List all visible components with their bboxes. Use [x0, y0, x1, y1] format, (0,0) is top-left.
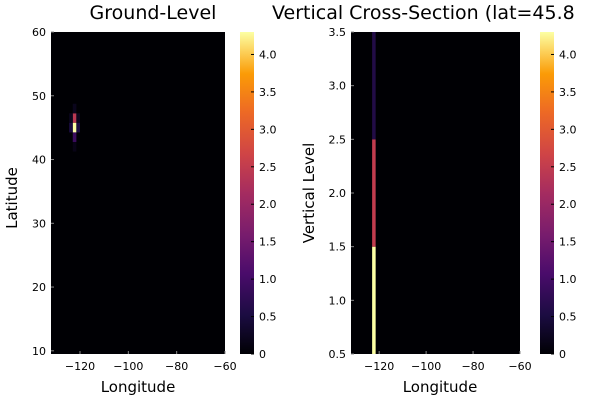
panel-vertical-cross-section: Vertical Cross-Section (lat=45.8 −120 −10…: [272, 2, 577, 396]
colorbar-tick-label: 0.5: [259, 311, 277, 324]
colorbar-tick-label: 1.5: [259, 236, 277, 249]
y-tick-label: 3.0: [329, 80, 347, 93]
y-axis-label: Latitude: [3, 167, 21, 229]
colorbar-tick-label: 2.5: [559, 161, 577, 174]
colorbar-tick-label: 0: [259, 348, 266, 361]
y-tick-label: 3.5: [329, 26, 347, 39]
heatmap-cells: [69, 103, 80, 152]
y-tick-label: 2.0: [329, 187, 347, 200]
colorbar-tick-label: 2.5: [259, 161, 277, 174]
y-tick-label: 50: [32, 90, 46, 103]
y-tick-label: 0.5: [329, 348, 347, 361]
colorbar-tick-label: 1.5: [559, 236, 577, 249]
colorbar-tick-label: 0: [559, 348, 566, 361]
colorbar-ticks: 0 0.5 1.0 1.5 2.0 2.5 3.0 3.5 4.0: [551, 48, 577, 361]
colorbar-tick-label: 2.0: [259, 198, 277, 211]
y-tick-label: 2.5: [329, 133, 347, 146]
y-axis-ticks: 0.5 1.0 1.5 2.0 2.5 3.0 3.5: [329, 26, 354, 361]
plot-area: [351, 32, 520, 354]
y-axis-ticks: 10 20 30 40 50 60: [32, 26, 54, 358]
colorbar-tick-label: 1.0: [259, 273, 277, 286]
colorbar-tick-label: 4.0: [259, 48, 277, 61]
x-axis-label: Longitude: [101, 378, 176, 396]
colorbar-ticks: 0 0.5 1.0 1.5 2.0 2.5 3.0 3.5 4.0: [251, 48, 277, 361]
heatmap-cell: [372, 139, 376, 247]
y-tick-label: 60: [32, 26, 46, 39]
x-tick-label: −120: [364, 360, 394, 373]
y-tick-label: 1.0: [329, 294, 347, 307]
chart-title: Vertical Cross-Section (lat=45.8: [272, 2, 575, 24]
heatmap-cells: [372, 32, 376, 354]
x-tick-label: −80: [461, 360, 484, 373]
heatmap-cell: [72, 103, 77, 114]
y-tick-label: 1.5: [329, 241, 347, 254]
colorbar-tick-label: 3.0: [559, 123, 577, 136]
heatmap-cell: [72, 132, 77, 142]
x-axis-ticks: −120 −100 −80 −60: [364, 351, 532, 373]
plot-area: [51, 32, 225, 354]
colorbar-tick-label: 0.5: [559, 311, 577, 324]
y-tick-label: 40: [32, 154, 46, 167]
colorbar-tick-label: 4.0: [559, 48, 577, 61]
heatmap-cell: [69, 122, 73, 133]
heatmap-cell: [72, 113, 77, 123]
panel-ground-level: Ground-Level −120 −100 −80 −60 10 20 30 40 50 60…: [3, 2, 277, 396]
x-tick-label: −60: [508, 360, 531, 373]
colorbar-tick-label: 3.5: [559, 86, 577, 99]
heatmap-cell: [76, 122, 80, 133]
heatmap-cell: [72, 122, 77, 133]
heatmap-cell: [72, 141, 77, 152]
x-tick-label: −100: [113, 360, 143, 373]
x-axis-ticks: −120 −100 −80 −60: [65, 351, 237, 373]
colorbar-tick-label: 1.0: [559, 273, 577, 286]
colorbar-tick-label: 2.0: [559, 198, 577, 211]
y-axis-label: Vertical Level: [300, 143, 318, 244]
colorbar: [540, 32, 554, 354]
y-tick-label: 20: [32, 281, 46, 294]
heatmap-cell: [69, 113, 73, 123]
colorbar-tick-label: 3.0: [259, 123, 277, 136]
heatmap-cell: [372, 32, 376, 140]
x-tick-label: −60: [213, 360, 236, 373]
x-tick-label: −120: [65, 360, 95, 373]
y-tick-label: 10: [32, 345, 46, 358]
x-tick-label: −80: [165, 360, 188, 373]
colorbar: [240, 32, 254, 354]
x-tick-label: −100: [411, 360, 441, 373]
heatmap-cell: [372, 246, 376, 354]
heatmap-cell: [76, 113, 80, 123]
chart-title: Ground-Level: [90, 2, 217, 24]
colorbar-tick-label: 3.5: [259, 86, 277, 99]
y-tick-label: 30: [32, 217, 46, 230]
x-axis-label: Longitude: [403, 378, 478, 396]
